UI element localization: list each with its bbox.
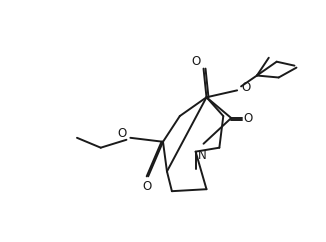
- Text: O: O: [191, 55, 200, 68]
- Text: O: O: [242, 81, 251, 94]
- Text: O: O: [118, 127, 127, 140]
- Text: N: N: [198, 149, 207, 162]
- Text: O: O: [142, 180, 152, 193]
- Text: O: O: [244, 112, 253, 125]
